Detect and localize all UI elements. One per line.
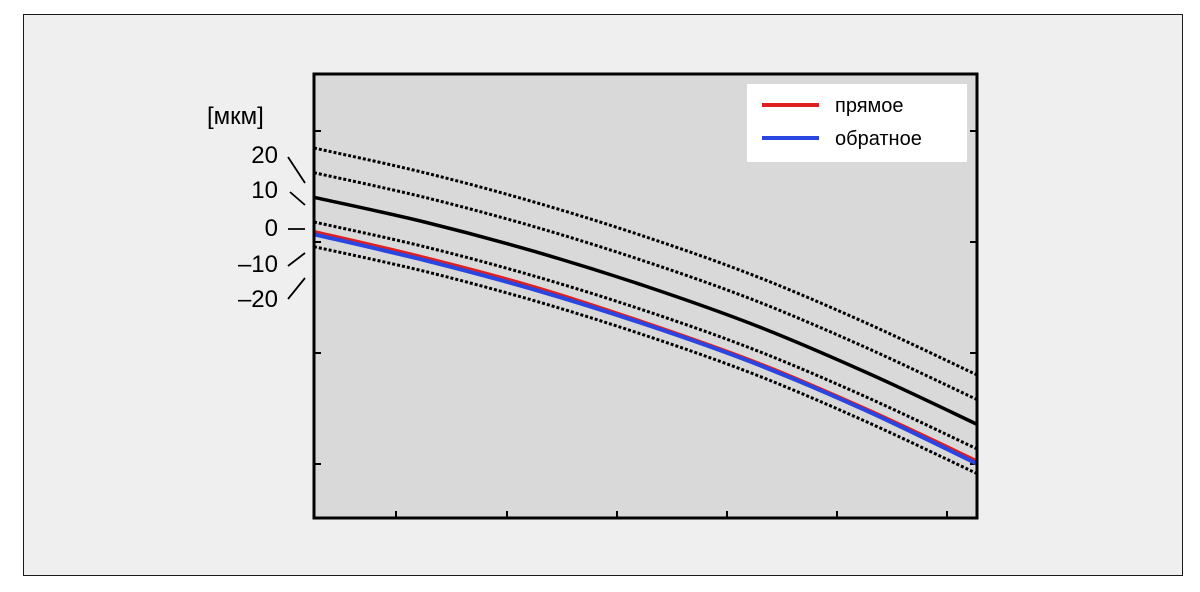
y-tick-leader-4 — [287, 252, 306, 267]
legend-label-series-2: обратное — [835, 128, 922, 150]
plot-border — [312, 72, 979, 520]
y-tick-label-1: 20 — [251, 142, 278, 169]
y-tick-labels: 20 10 0 –10 –20 — [238, 142, 306, 313]
y-tick-leader-5 — [287, 277, 306, 300]
y-tick-leader-2 — [289, 191, 306, 206]
series-line-2 — [313, 232, 978, 466]
y-tick-leader-1 — [287, 156, 306, 184]
y-tick-label-5: –20 — [238, 286, 278, 313]
y-tick-label-3: 0 — [265, 215, 278, 242]
legend-box — [747, 84, 967, 162]
legend-label-series-1: прямое — [835, 95, 904, 117]
reference-curve-5 — [313, 245, 978, 475]
y-axis-label: [мкм] — [207, 103, 264, 130]
y-tick-label-2: 10 — [251, 177, 278, 204]
reference-curve-4 — [313, 220, 978, 451]
reference-curve-3 — [313, 146, 978, 377]
reference-curve-1 — [313, 195, 978, 426]
curves — [313, 146, 978, 475]
y-tick-label-4: –10 — [238, 251, 278, 278]
legend: прямое обратное — [747, 84, 967, 162]
reference-curve-2 — [313, 171, 978, 401]
